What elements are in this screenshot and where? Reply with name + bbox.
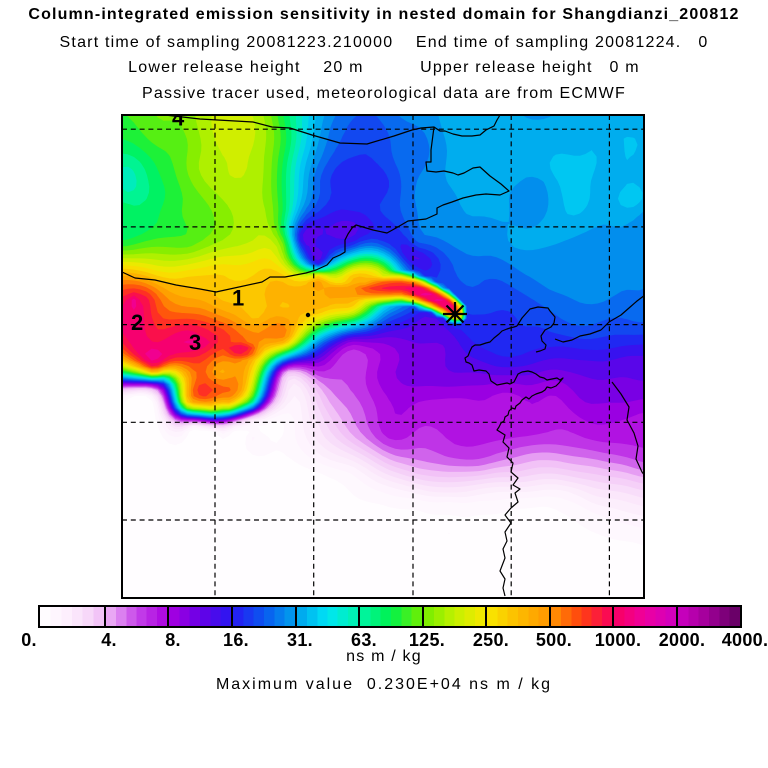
svg-text:1: 1 bbox=[232, 286, 244, 311]
svg-text:4: 4 bbox=[172, 114, 185, 131]
svg-text:3: 3 bbox=[189, 330, 201, 355]
svg-text:2: 2 bbox=[131, 310, 143, 335]
